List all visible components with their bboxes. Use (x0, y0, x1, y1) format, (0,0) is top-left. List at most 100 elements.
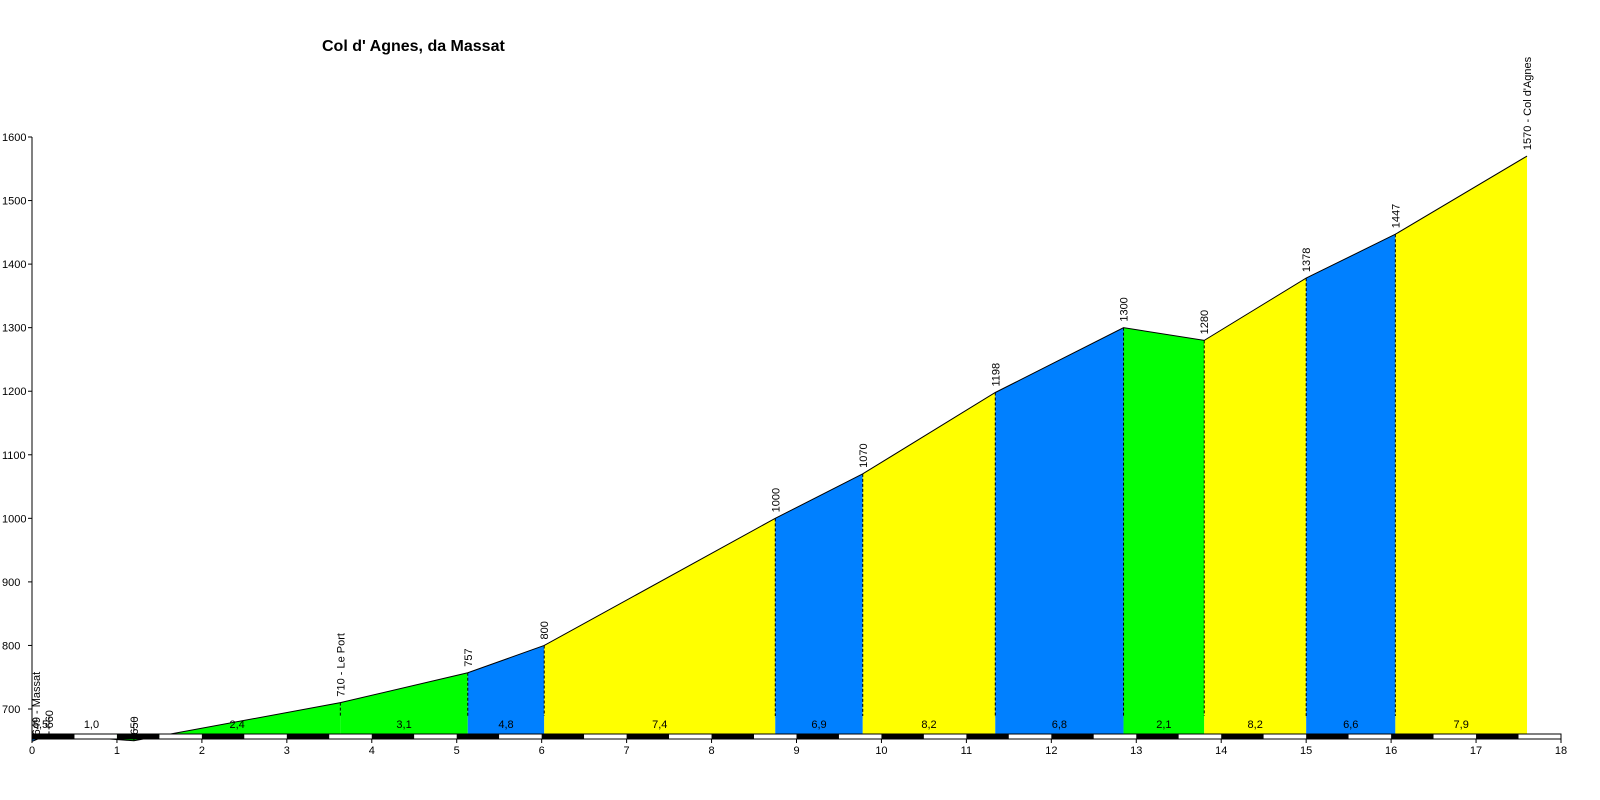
point-elevation-label: 650 (129, 716, 141, 734)
y-tick-label: 1000 (2, 513, 26, 525)
x-tick-label: 8 (708, 745, 714, 757)
x-tick-label: 18 (1555, 745, 1567, 757)
km-bar-block (966, 734, 1009, 739)
x-tick-label: 3 (284, 745, 290, 757)
segment-gradient-label: 6,9 (811, 719, 826, 731)
km-bar-block (1263, 734, 1307, 739)
point-elevation-label: 1198 (990, 363, 1002, 387)
km-bar-block (456, 734, 500, 739)
segment-gradient-label: 2,4 (229, 719, 244, 731)
km-bar-block (626, 734, 670, 739)
km-bar-block (1178, 734, 1222, 739)
km-bar-block (1348, 734, 1392, 739)
km-bar-block (371, 734, 415, 739)
point-elevation-label: 1378 (1301, 248, 1313, 272)
point-elevation-label: 1570 - Col d'Agnes (1522, 56, 1534, 150)
point-elevation-label: 710 - Le Port (335, 633, 347, 697)
point-labels: 649 - Massat 660 650 710 - Le Port 757 800 100… (31, 56, 1534, 735)
km-bar-block (1221, 734, 1264, 739)
y-tick-label: 1600 (2, 132, 26, 144)
y-tick-label: 1200 (2, 386, 26, 398)
km-bar-block (1093, 734, 1137, 739)
segment-fill (1123, 327, 1205, 734)
segment-gradient-label: 1,0 (84, 719, 99, 731)
segment-fill (1204, 278, 1307, 734)
segment-gradient-label: 7,4 (652, 719, 667, 731)
km-bar-block (584, 734, 627, 739)
y-tick-label: 900 (2, 577, 20, 589)
km-bar-block (1008, 734, 1052, 739)
segment-gradient-label: 8,2 (921, 719, 936, 731)
km-bar-block (74, 734, 117, 739)
km-bar-block (116, 734, 160, 739)
km-bar-block (32, 734, 75, 739)
km-bar-block (244, 734, 287, 739)
segment-fill (775, 473, 863, 734)
segment-gradient-label: 8,2 (1248, 719, 1263, 731)
x-tick-label: 16 (1385, 745, 1397, 757)
km-bar-block (838, 734, 882, 739)
point-elevation-label: 649 - Massat (31, 672, 43, 736)
x-tick-label: 2 (199, 745, 205, 757)
x-tick-label: 12 (1045, 745, 1057, 757)
point-elevation-label: 1447 (1390, 204, 1402, 228)
y-tick-label: 1400 (2, 259, 26, 271)
segment-fill (1306, 234, 1396, 735)
segment-gradient-label: 5,5 (33, 719, 48, 731)
segment-gradient-label: 4,8 (498, 719, 513, 731)
km-bar-block (541, 734, 585, 739)
x-tick-label: 0 (29, 745, 35, 757)
point-elevation-label: 1070 (858, 443, 870, 467)
x-tick-label: 17 (1470, 745, 1482, 757)
x-tick-label: 4 (369, 745, 375, 757)
km-bar-block (1306, 734, 1349, 739)
point-elevation-label: 1300 (1119, 297, 1131, 321)
segment-fill (340, 672, 468, 734)
y-tick-label: 800 (2, 640, 20, 652)
y-tick-label: 700 (2, 704, 20, 716)
segment-fill (995, 327, 1124, 734)
point-elevation-label: 1000 (770, 488, 782, 512)
segment-gradient-label: 7,9 (1454, 719, 1469, 731)
km-bar-block (414, 734, 457, 739)
segment-gradient-label: 2,1 (1156, 719, 1171, 731)
x-tick-label: 11 (961, 745, 972, 757)
y-tick-label: 1100 (2, 450, 26, 462)
km-bar-block (329, 734, 372, 739)
x-tick-label: 9 (793, 745, 799, 757)
x-tick-label: 10 (875, 745, 887, 757)
km-bar-block (1136, 734, 1179, 739)
gradient-segments (32, 156, 1528, 742)
segment-fill (467, 645, 545, 734)
segment-fill (862, 392, 996, 734)
point-elevation-label: 1280 (1199, 310, 1211, 334)
km-bar-block (1051, 734, 1094, 739)
y-tick-label: 1300 (2, 323, 26, 335)
point-elevation-label: 757 (463, 648, 475, 666)
km-bar-block (711, 734, 755, 739)
point-elevation-label: 800 (539, 621, 551, 639)
segment-gradient-label: 6,8 (1052, 719, 1067, 731)
axes: 0 1 2 3 4 5 6 7 8 9 10 11 12 13 14 15 16 17 18700800900100… (2, 132, 1567, 757)
km-bar-block (796, 734, 839, 739)
km-bar-block (201, 734, 245, 739)
x-tick-label: 7 (624, 745, 630, 757)
km-bar-block (1433, 734, 1477, 739)
km-bar-block (1476, 734, 1519, 739)
segment-gradient-label: 6,6 (1343, 719, 1358, 731)
km-bar-block (1391, 734, 1434, 739)
x-tick-label: 15 (1300, 745, 1312, 757)
x-tick-label: 1 (114, 745, 120, 757)
y-tick-label: 1500 (2, 196, 26, 208)
x-tick-label: 13 (1130, 745, 1142, 757)
km-bar-block (159, 734, 202, 739)
km-bar-block (754, 734, 797, 739)
km-bar-block (923, 734, 967, 739)
point-elevation-label: 660 (44, 710, 56, 728)
km-bar-block (669, 734, 712, 739)
segment-fill (1395, 156, 1528, 735)
segment-fill (544, 518, 776, 734)
km-bar-block (286, 734, 330, 739)
segment-gradient-label: 3,1 (396, 719, 411, 731)
